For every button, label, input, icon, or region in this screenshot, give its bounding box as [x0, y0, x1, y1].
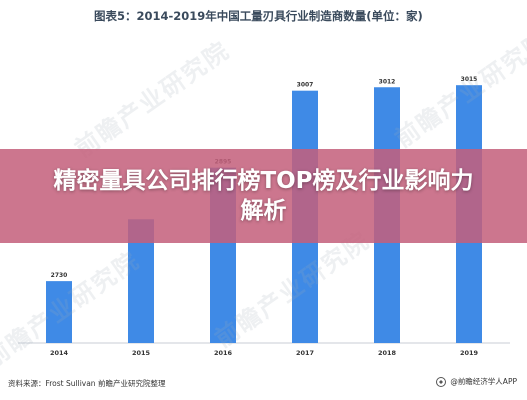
value-label-2019: 3015 [461, 76, 478, 83]
brand-logo-icon [436, 376, 447, 387]
source-note: 资料来源：Frost Sullivan 前瞻产业研究院整理 [8, 379, 166, 388]
title-banner: 精密量具公司排行榜TOP榜及行业影响力解析 [0, 149, 527, 243]
bar-chart: 27302895300730123015 2014201520162017201… [18, 76, 510, 357]
x-tick-label-2019: 2019 [460, 349, 479, 357]
x-tick-label-2015: 2015 [132, 349, 151, 357]
brand: @前瞻经济学人APP [436, 376, 517, 387]
x-tick-label-2018: 2018 [378, 349, 397, 357]
value-label-2014: 2730 [51, 272, 68, 279]
x-tick-label-2014: 2014 [50, 349, 69, 357]
value-label-2017: 3007 [297, 82, 314, 89]
bars-group [46, 85, 482, 343]
chart-title: 图表5：2014-2019年中国工量刃具行业制造商数量(单位：家) [94, 9, 423, 23]
brand-text: @前瞻经济学人APP [450, 377, 517, 386]
banner-title: 精密量具公司排行榜TOP榜及行业影响力解析 [53, 168, 474, 224]
value-label-2018: 3012 [379, 78, 396, 85]
x-tick-label-2017: 2017 [296, 349, 314, 357]
x-tick-label-2016: 2016 [214, 349, 233, 357]
x-tick-labels-group: 2014 2015 2016 2017 2018 2019 [50, 349, 479, 357]
bar-2014 [46, 281, 72, 343]
footer: 资料来源：Frost Sullivan 前瞻产业研究院整理 @前瞻经济学人APP [0, 372, 527, 400]
